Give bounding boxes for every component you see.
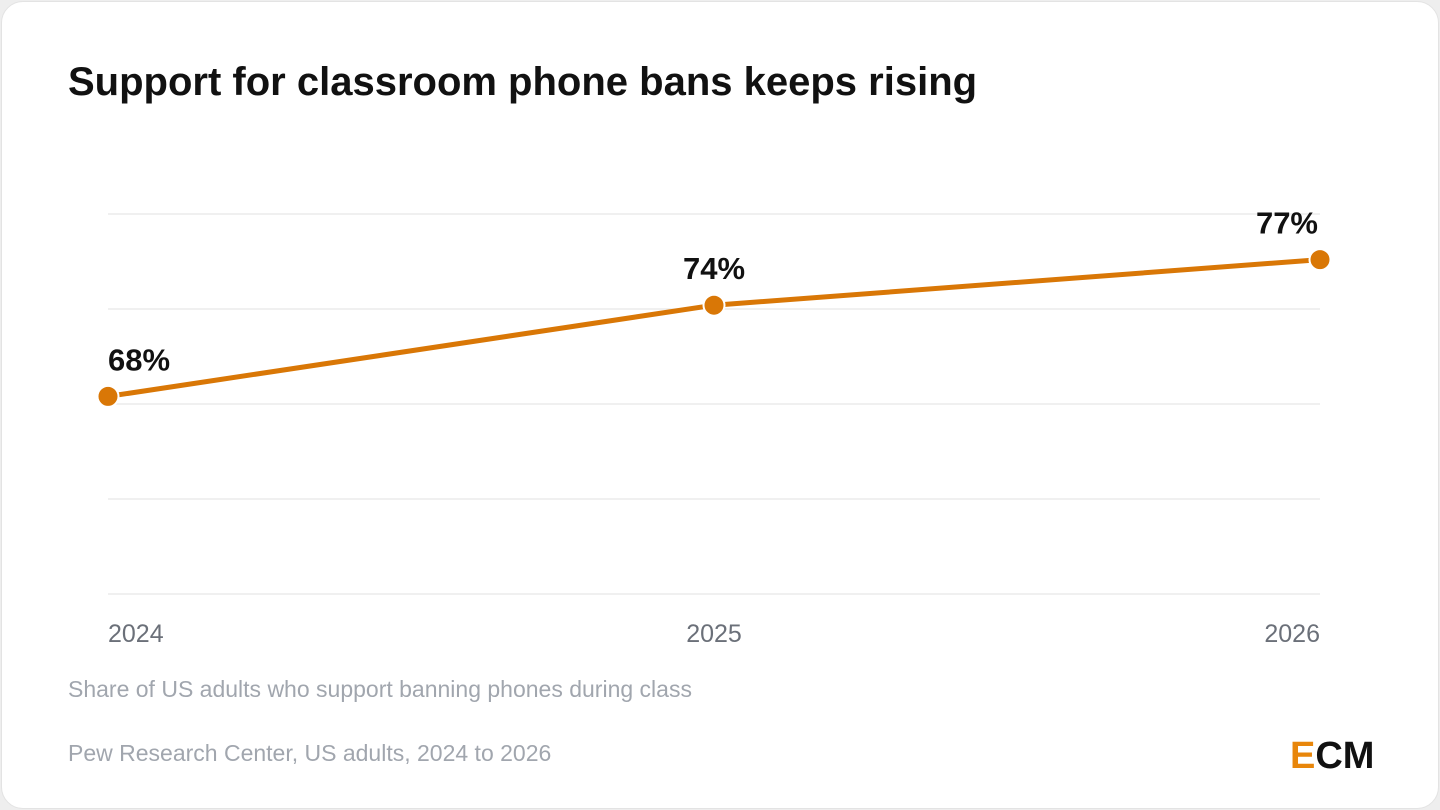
data-point: [1308, 248, 1332, 272]
chart-source: Pew Research Center, US adults, 2024 to …: [68, 740, 552, 766]
data-label: 74%: [683, 251, 745, 286]
x-tick-label: 2026: [1264, 620, 1320, 648]
logo-accent-letter: E: [1290, 735, 1316, 777]
brand-logo: ECM: [1290, 735, 1374, 778]
x-tick-label: 2024: [108, 620, 164, 648]
data-labels: 68% 74% 77%: [108, 206, 1318, 378]
data-point: [702, 293, 726, 317]
x-axis-ticks: 2024 2025 2026: [108, 620, 1320, 648]
x-tick-label: 2025: [686, 620, 742, 648]
chart-subtitle: Share of US adults who support banning p…: [68, 676, 692, 702]
data-label: 77%: [1256, 206, 1318, 241]
chart-title: Support for classroom phone bans keeps r…: [68, 60, 978, 104]
data-point: [96, 384, 120, 408]
data-label: 68%: [108, 342, 170, 377]
logo-rest-letters: CM: [1315, 735, 1375, 777]
data-points: [96, 248, 1332, 408]
